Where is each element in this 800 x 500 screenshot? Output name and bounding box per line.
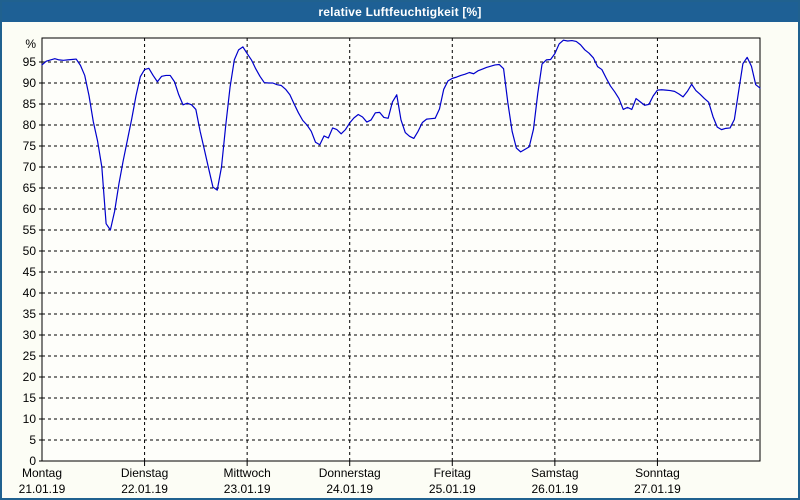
humidity-line bbox=[41, 39, 761, 231]
day-label-Donnerstag: Donnerstag bbox=[319, 466, 381, 480]
date-label-26.01.19: 26.01.19 bbox=[531, 482, 578, 496]
ytick-label-95: 95 bbox=[23, 55, 37, 69]
date-label-27.01.19: 27.01.19 bbox=[634, 482, 681, 496]
ytick-label-0: 0 bbox=[29, 454, 36, 468]
plot-border bbox=[41, 37, 761, 462]
ytick-label-60: 60 bbox=[23, 202, 37, 216]
ytick-label-5: 5 bbox=[29, 433, 36, 447]
ytick-label-90: 90 bbox=[23, 76, 37, 90]
window-title: relative Luftfeuchtigkeit [%] bbox=[318, 5, 482, 19]
ytick-label-75: 75 bbox=[23, 139, 37, 153]
humidity-chart: 0 5 10 15 20 25 30 35 40 45 50 55 60 65 70 75 80 85 90 95% M… bbox=[19, 37, 761, 496]
ytick-label-55: 55 bbox=[23, 223, 37, 237]
ytick-label-15: 15 bbox=[23, 391, 37, 405]
plot-background bbox=[42, 38, 760, 461]
day-label-Samstag: Samstag bbox=[531, 466, 578, 480]
ytick-label-30: 30 bbox=[23, 328, 37, 342]
day-label-Sonntag: Sonntag bbox=[635, 466, 680, 480]
ytick-label-10: 10 bbox=[23, 412, 37, 426]
date-label-23.01.19: 23.01.19 bbox=[224, 482, 271, 496]
date-label-25.01.19: 25.01.19 bbox=[429, 482, 476, 496]
ytick-label-50: 50 bbox=[23, 244, 37, 258]
ytick-label-45: 45 bbox=[23, 265, 37, 279]
date-label-21.01.19: 21.01.19 bbox=[19, 482, 66, 496]
day-label-Montag: Montag bbox=[22, 466, 62, 480]
ytick-label-85: 85 bbox=[23, 97, 37, 111]
y-axis-unit-label: % bbox=[25, 37, 36, 51]
day-label-Mittwoch: Mittwoch bbox=[223, 466, 270, 480]
ytick-label-65: 65 bbox=[23, 181, 37, 195]
chart-area: 0 5 10 15 20 25 30 35 40 45 50 55 60 65 70 75 80 85 90 95% M… bbox=[2, 22, 798, 498]
ytick-label-20: 20 bbox=[23, 370, 37, 384]
date-label-24.01.19: 24.01.19 bbox=[326, 482, 373, 496]
date-label-22.01.19: 22.01.19 bbox=[121, 482, 168, 496]
ytick-label-40: 40 bbox=[23, 286, 37, 300]
ytick-label-70: 70 bbox=[23, 160, 37, 174]
day-label-Freitag: Freitag bbox=[434, 466, 471, 480]
day-label-Dienstag: Dienstag bbox=[121, 466, 168, 480]
ytick-label-25: 25 bbox=[23, 349, 37, 363]
title-bar: relative Luftfeuchtigkeit [%] bbox=[2, 2, 798, 22]
ytick-label-35: 35 bbox=[23, 307, 37, 321]
ytick-label-80: 80 bbox=[23, 118, 37, 132]
